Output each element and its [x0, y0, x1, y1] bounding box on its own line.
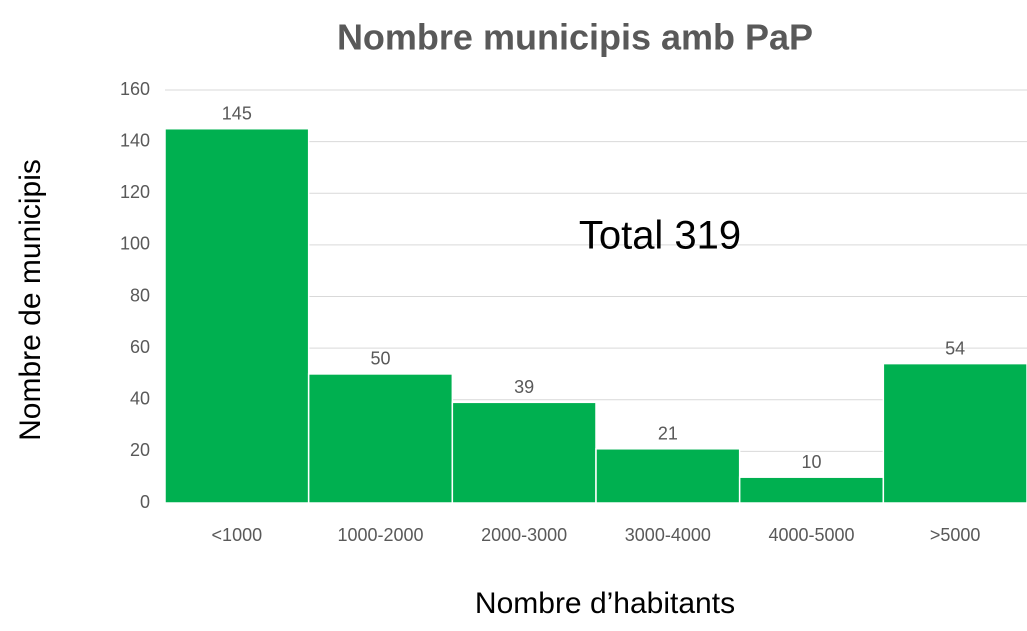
data-label: 50 [370, 349, 390, 369]
data-label: 21 [658, 424, 678, 444]
bar [164, 127, 310, 504]
y-tick-label: 120 [120, 182, 150, 202]
bar [451, 401, 597, 504]
x-tick-label: >5000 [930, 525, 981, 545]
y-tick-label: 20 [130, 440, 150, 460]
chart-title: Nombre municipis amb PaP [337, 17, 813, 58]
y-tick-label: 160 [120, 79, 150, 99]
data-label: 54 [945, 338, 965, 358]
annotation: Total 319 [579, 214, 741, 258]
bar [595, 448, 741, 504]
y-tick-label: 60 [130, 337, 150, 357]
x-tick-label: 2000-3000 [481, 525, 567, 545]
y-tick-label: 40 [130, 389, 150, 409]
x-tick-label: 1000-2000 [337, 525, 423, 545]
y-tick-label: 80 [130, 285, 150, 305]
data-label: 10 [801, 452, 821, 472]
data-label: 39 [514, 377, 534, 397]
x-tick-label: 3000-4000 [625, 525, 711, 545]
bar [307, 373, 454, 504]
x-tick-label: 4000-5000 [768, 525, 854, 545]
data-label: 145 [222, 103, 252, 123]
y-axis-label: Nombre de municipis [14, 159, 47, 441]
x-axis-label: Nombre d’habitants [475, 587, 735, 620]
x-tick-label: <1000 [212, 525, 263, 545]
y-tick-label: 0 [140, 492, 150, 512]
bar [738, 476, 885, 504]
bar [882, 362, 1027, 504]
y-tick-label: 140 [120, 130, 150, 150]
y-tick-label: 100 [120, 234, 150, 254]
